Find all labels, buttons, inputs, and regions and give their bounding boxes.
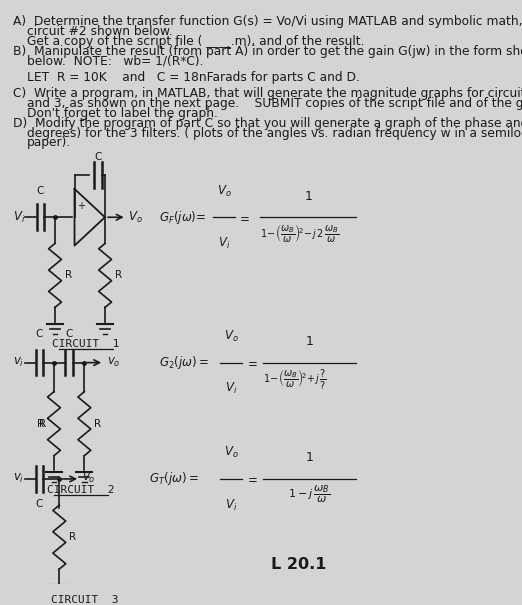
Text: Get a copy of the script file ( ____.m), and of the result.: Get a copy of the script file ( ____.m),…	[27, 34, 365, 48]
Text: $1 - j\,\dfrac{\omega_B}{\omega}$: $1 - j\,\dfrac{\omega_B}{\omega}$	[289, 483, 331, 505]
Text: $V_o$: $V_o$	[128, 210, 143, 225]
Text: L 20.1: L 20.1	[271, 557, 327, 572]
Text: $V_i$: $V_i$	[225, 381, 237, 396]
Text: $=$: $=$	[238, 211, 251, 224]
Text: $G_T(j\omega) =$: $G_T(j\omega) =$	[149, 471, 198, 488]
Text: A)  Determine the transfer function G(s) = Vo/Vi using MATLAB and symbolic math,: A) Determine the transfer function G(s) …	[13, 15, 522, 28]
Text: CIRCUIT  2: CIRCUIT 2	[47, 485, 114, 495]
Text: $v_o$: $v_o$	[82, 473, 96, 485]
Text: $1$: $1$	[305, 451, 314, 465]
Text: degrees) for the 3 filters. ( plots of the angles vs. radian frequency w in a se: degrees) for the 3 filters. ( plots of t…	[27, 126, 522, 140]
Text: R: R	[115, 270, 122, 280]
Text: CIRCUIT  1: CIRCUIT 1	[52, 339, 120, 349]
Text: C: C	[65, 329, 73, 339]
Text: $1\!-\!\left(\dfrac{\omega_B}{\omega}\right)^{\!2}\!+\!j\,\dfrac{?}{?}$: $1\!-\!\left(\dfrac{\omega_B}{\omega}\ri…	[263, 367, 327, 391]
Text: +: +	[77, 201, 86, 211]
Text: $V_o$: $V_o$	[224, 445, 239, 460]
Text: $V_o$: $V_o$	[217, 183, 231, 198]
Text: C: C	[35, 499, 43, 509]
Text: $v_i$: $v_i$	[13, 473, 24, 485]
Text: $V_i$: $V_i$	[225, 497, 237, 512]
Text: Don't forget to label the graph.: Don't forget to label the graph.	[27, 106, 218, 120]
Text: $v_o$: $v_o$	[106, 356, 120, 369]
Text: C: C	[94, 152, 102, 162]
Text: $V_o$: $V_o$	[224, 329, 239, 344]
Text: R: R	[69, 532, 76, 542]
Text: R: R	[65, 270, 72, 280]
Text: $=$: $=$	[245, 473, 257, 485]
Text: circuit #2 shown below.: circuit #2 shown below.	[27, 25, 173, 38]
Text: D)  Modify the program of part C so that you will generate a graph of the phase : D) Modify the program of part C so that …	[13, 117, 522, 129]
Text: $1$: $1$	[304, 190, 312, 203]
Text: paper).: paper).	[27, 136, 72, 149]
Text: $G_F(j\omega)\!=\!$: $G_F(j\omega)\!=\!$	[160, 209, 207, 226]
Text: LET  R = 10K    and   C = 18nFarads for parts C and D.: LET R = 10K and C = 18nFarads for parts …	[27, 71, 360, 83]
Text: below.  NOTE:   wb= 1/(R*C).: below. NOTE: wb= 1/(R*C).	[27, 54, 204, 67]
Text: R: R	[37, 419, 44, 429]
Text: C: C	[35, 329, 43, 339]
Text: $1\!-\!\left(\dfrac{\omega_B}{\omega}\right)^{\!2}\!-\!j\,2\,\dfrac{\omega_B}{\o: $1\!-\!\left(\dfrac{\omega_B}{\omega}\ri…	[259, 222, 339, 244]
Text: $1$: $1$	[305, 335, 314, 348]
Text: B)  Manipulate the result (from part A) in order to get the gain G(jw) in the fo: B) Manipulate the result (from part A) i…	[13, 45, 522, 57]
Text: R: R	[39, 419, 46, 429]
Text: $=$: $=$	[245, 356, 257, 369]
Text: $G_2(j\omega) =$: $G_2(j\omega) =$	[160, 354, 209, 371]
Text: C: C	[37, 186, 44, 196]
Text: R: R	[94, 419, 101, 429]
Text: CIRCUIT  3: CIRCUIT 3	[51, 595, 118, 605]
Text: $V_i$: $V_i$	[218, 236, 230, 251]
Text: C)  Write a program, in MATLAB, that will generate the magnitude graphs for circ: C) Write a program, in MATLAB, that will…	[13, 87, 522, 100]
Text: $v_i$: $v_i$	[13, 356, 24, 369]
Text: and 3, as shown on the next page.    SUBMIT copies of the script file and of the: and 3, as shown on the next page. SUBMIT…	[27, 97, 522, 110]
Text: $V_i$: $V_i$	[13, 210, 25, 225]
